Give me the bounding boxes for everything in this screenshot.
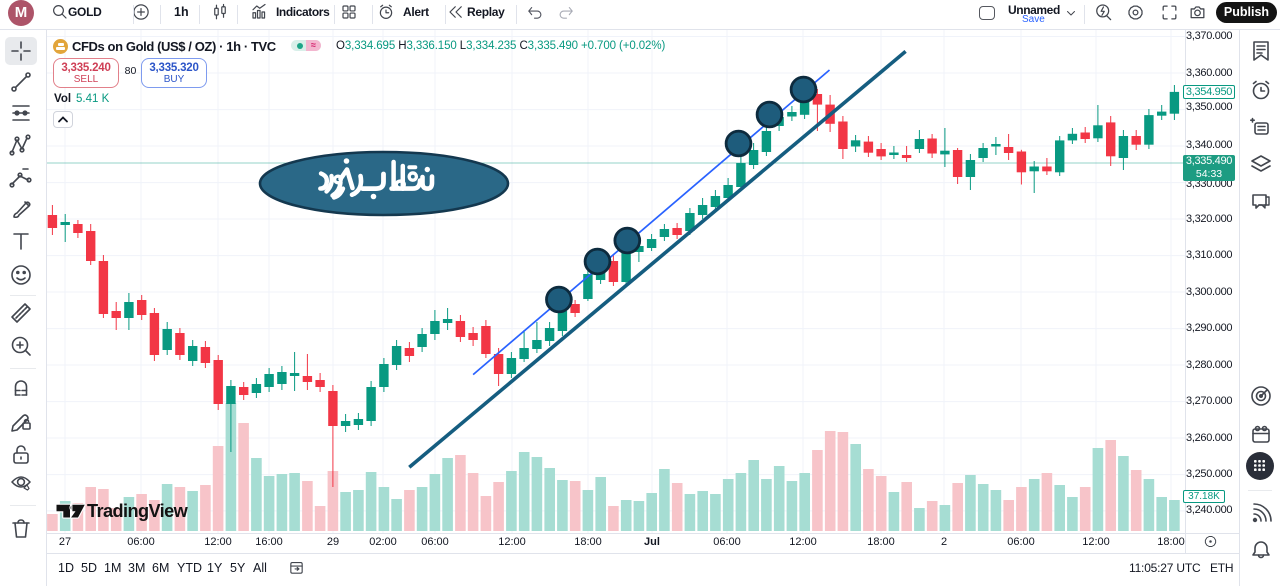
svg-text:TradingView: TradingView: [87, 501, 189, 521]
